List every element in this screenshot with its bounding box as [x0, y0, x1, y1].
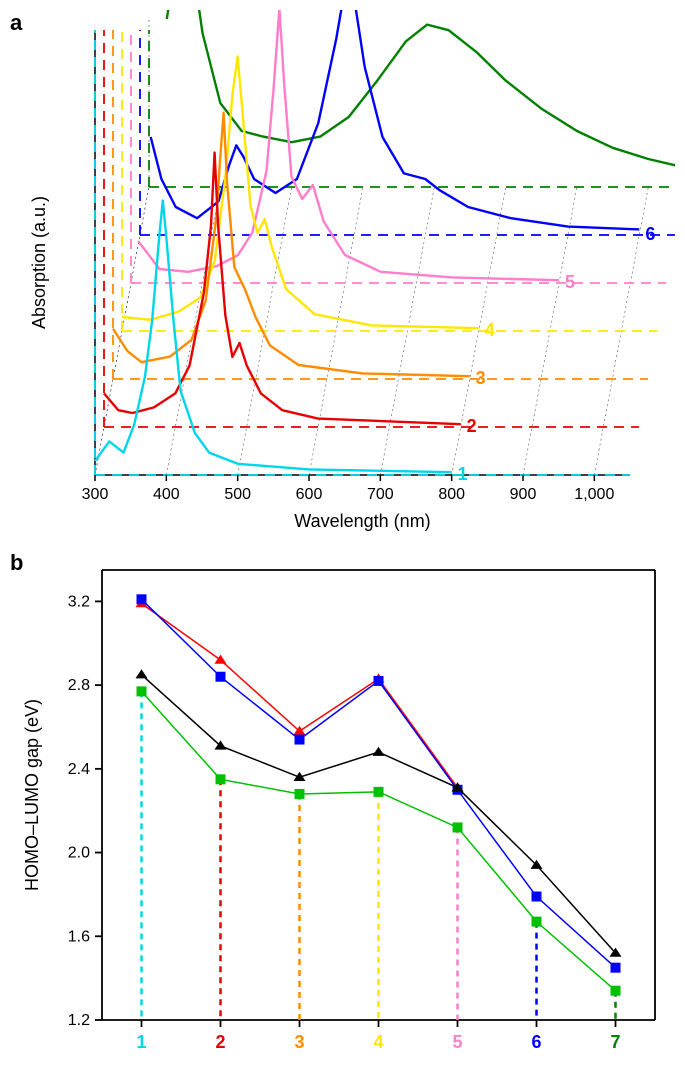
spectrum-label-1: 1 — [458, 464, 468, 484]
svg-text:900: 900 — [510, 486, 537, 503]
svg-text:400: 400 — [153, 486, 180, 503]
spectrum-label-6: 6 — [645, 224, 655, 244]
panel-a: a 76543213004005006007008009001,000Wavel… — [10, 10, 675, 550]
category-label-3: 3 — [294, 1032, 304, 1052]
panel-a-label: a — [10, 10, 22, 36]
svg-text:2.0: 2.0 — [68, 845, 90, 862]
panel-a-ylabel: Absorption (a.u.) — [29, 196, 49, 329]
svg-text:1,000: 1,000 — [574, 486, 614, 503]
svg-text:300: 300 — [82, 486, 109, 503]
panel-b: b 1.2 1.6 2.0 2.4 2.8 3.2 HOMO–LUMO gap (eV) 1 2… — [10, 550, 675, 1073]
spectrum-label-5: 5 — [565, 272, 575, 292]
category-label-4: 4 — [373, 1032, 383, 1052]
panel-a-xlabel: Wavelength (nm) — [294, 511, 430, 531]
svg-text:2.8: 2.8 — [68, 677, 90, 694]
spectra-chart: 76543213004005006007008009001,000Wavelen… — [10, 10, 675, 550]
category-label-5: 5 — [452, 1032, 462, 1052]
gap-chart: 1.2 1.6 2.0 2.4 2.8 3.2 HOMO–LUMO gap (eV) 1 2 3 4… — [10, 550, 675, 1073]
svg-text:700: 700 — [367, 486, 394, 503]
category-label-1: 1 — [136, 1032, 146, 1052]
svg-text:3.2: 3.2 — [68, 593, 90, 610]
panel-b-label: b — [10, 550, 23, 576]
spectrum-label-3: 3 — [476, 368, 486, 388]
svg-text:1.2: 1.2 — [68, 1012, 90, 1029]
svg-text:500: 500 — [224, 486, 251, 503]
spectrum-label-2: 2 — [467, 416, 477, 436]
panel-b-ylabel: HOMO–LUMO gap (eV) — [22, 699, 42, 891]
svg-text:2.4: 2.4 — [68, 761, 90, 778]
category-label-2: 2 — [215, 1032, 225, 1052]
spectrum-label-4: 4 — [485, 320, 495, 340]
svg-text:1.6: 1.6 — [68, 928, 90, 945]
category-label-7: 7 — [610, 1032, 620, 1052]
svg-text:800: 800 — [438, 486, 465, 503]
category-label-6: 6 — [531, 1032, 541, 1052]
svg-text:600: 600 — [296, 486, 323, 503]
